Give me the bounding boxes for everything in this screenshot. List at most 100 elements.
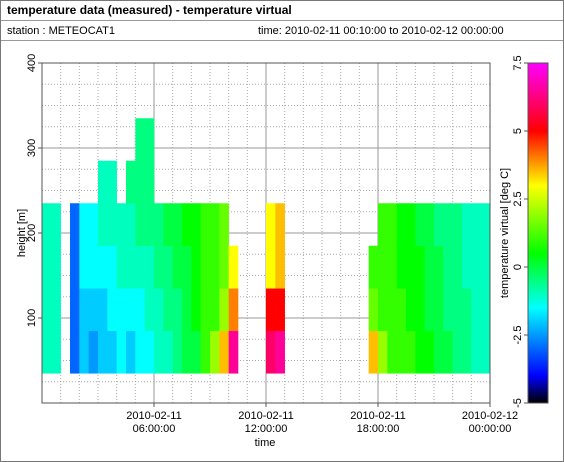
colorbar — [527, 62, 549, 404]
heat-cell — [387, 203, 397, 247]
heat-cell — [144, 160, 155, 204]
heat-cell — [266, 288, 276, 332]
heat-cell — [387, 330, 397, 374]
heat-cell — [70, 245, 80, 289]
heat-cell — [191, 245, 201, 289]
station: station : METEOCAT1 — [7, 25, 115, 37]
chart-title: temperature data (measured) - temperatur… — [7, 3, 292, 17]
heat-cell — [144, 245, 155, 289]
heat-cell — [51, 203, 61, 247]
heat-cell — [471, 288, 481, 332]
heat-cell — [275, 330, 285, 374]
heat-cell — [126, 203, 136, 247]
heat-cell — [116, 203, 127, 247]
heat-cell — [98, 160, 108, 204]
heat-cell — [107, 330, 117, 374]
heat-cell — [266, 245, 276, 289]
heat-cell — [415, 203, 425, 247]
heat-cell — [51, 245, 61, 289]
heat-cell — [210, 245, 220, 289]
heat-cell — [42, 203, 52, 247]
heat-cell — [462, 203, 472, 247]
heat-cell — [70, 330, 80, 374]
heat-cell — [378, 330, 388, 374]
heat-cell — [163, 330, 173, 374]
heat-cell — [70, 288, 80, 332]
heat-cell — [126, 288, 136, 332]
heat-cell — [79, 288, 89, 332]
heat-cell — [434, 245, 444, 289]
heat-cell — [443, 288, 453, 332]
y-tick-label: 400 — [26, 54, 38, 72]
heat-cell — [154, 203, 164, 247]
heat-cell — [42, 245, 52, 289]
heat-cell — [98, 288, 108, 332]
heat-cell — [163, 288, 173, 332]
y-axis-label: height [m] — [16, 209, 28, 257]
heat-cell — [462, 245, 472, 289]
heat-cell — [452, 203, 463, 247]
heat-cell — [42, 288, 52, 332]
heat-cell — [79, 203, 89, 247]
heat-cell — [443, 245, 453, 289]
heat-cell — [396, 288, 407, 332]
heat-cell — [144, 288, 155, 332]
heat-cell — [452, 330, 463, 374]
x-tick-label: 2010-02-12 00:00:00 — [461, 410, 519, 435]
heat-cell — [378, 245, 388, 289]
heat-cell — [107, 160, 117, 204]
heat-cell — [406, 330, 416, 374]
y-tick-label: 200 — [26, 224, 38, 242]
heat-cell — [275, 203, 285, 247]
heat-cell — [219, 288, 229, 332]
heat-cell — [88, 330, 99, 374]
heat-cell — [154, 245, 164, 289]
heat-cell — [266, 203, 276, 247]
heat-cell — [471, 203, 481, 247]
heat-cell — [396, 203, 407, 247]
heat-cell — [51, 288, 61, 332]
heat-cell — [480, 330, 491, 374]
heat-cell — [42, 330, 52, 374]
heat-cell — [191, 330, 201, 374]
heat-cell — [415, 288, 425, 332]
heat-cell — [415, 245, 425, 289]
heat-cell — [378, 288, 388, 332]
heat-cell — [387, 288, 397, 332]
heat-cell — [154, 330, 164, 374]
heat-cell — [471, 330, 481, 374]
heat-cell — [163, 245, 173, 289]
heat-cell — [172, 288, 183, 332]
y-tick-label: 100 — [26, 309, 38, 327]
colorbar-tick-label: -5 — [512, 398, 524, 408]
heat-cell — [275, 245, 285, 289]
colorbar-tick-label: -2.5 — [512, 326, 524, 345]
heat-cell — [154, 288, 164, 332]
heat-cell — [135, 288, 145, 332]
heat-cell — [434, 203, 444, 247]
heat-cell — [144, 330, 155, 374]
heat-cell — [79, 330, 89, 374]
heat-cell — [200, 288, 211, 332]
heat-cell — [172, 203, 183, 247]
heat-cell — [434, 330, 444, 374]
heat-cell — [182, 330, 192, 374]
heat-cell — [135, 118, 145, 162]
heat-cell — [210, 330, 220, 374]
heat-cell — [182, 288, 192, 332]
heat-cell — [191, 288, 201, 332]
heat-cell — [219, 330, 229, 374]
x-axis-label: time — [255, 437, 276, 449]
heat-cell — [182, 245, 192, 289]
heat-cell — [396, 245, 407, 289]
heat-cell — [88, 203, 99, 247]
colorbar-tick-label: 2.5 — [512, 191, 524, 206]
heat-cell — [210, 203, 220, 247]
heat-cell — [200, 203, 211, 247]
colorbar-tick-label: 5 — [512, 128, 524, 134]
heat-cell — [275, 288, 285, 332]
heat-cell — [480, 245, 491, 289]
heat-cell — [434, 288, 444, 332]
